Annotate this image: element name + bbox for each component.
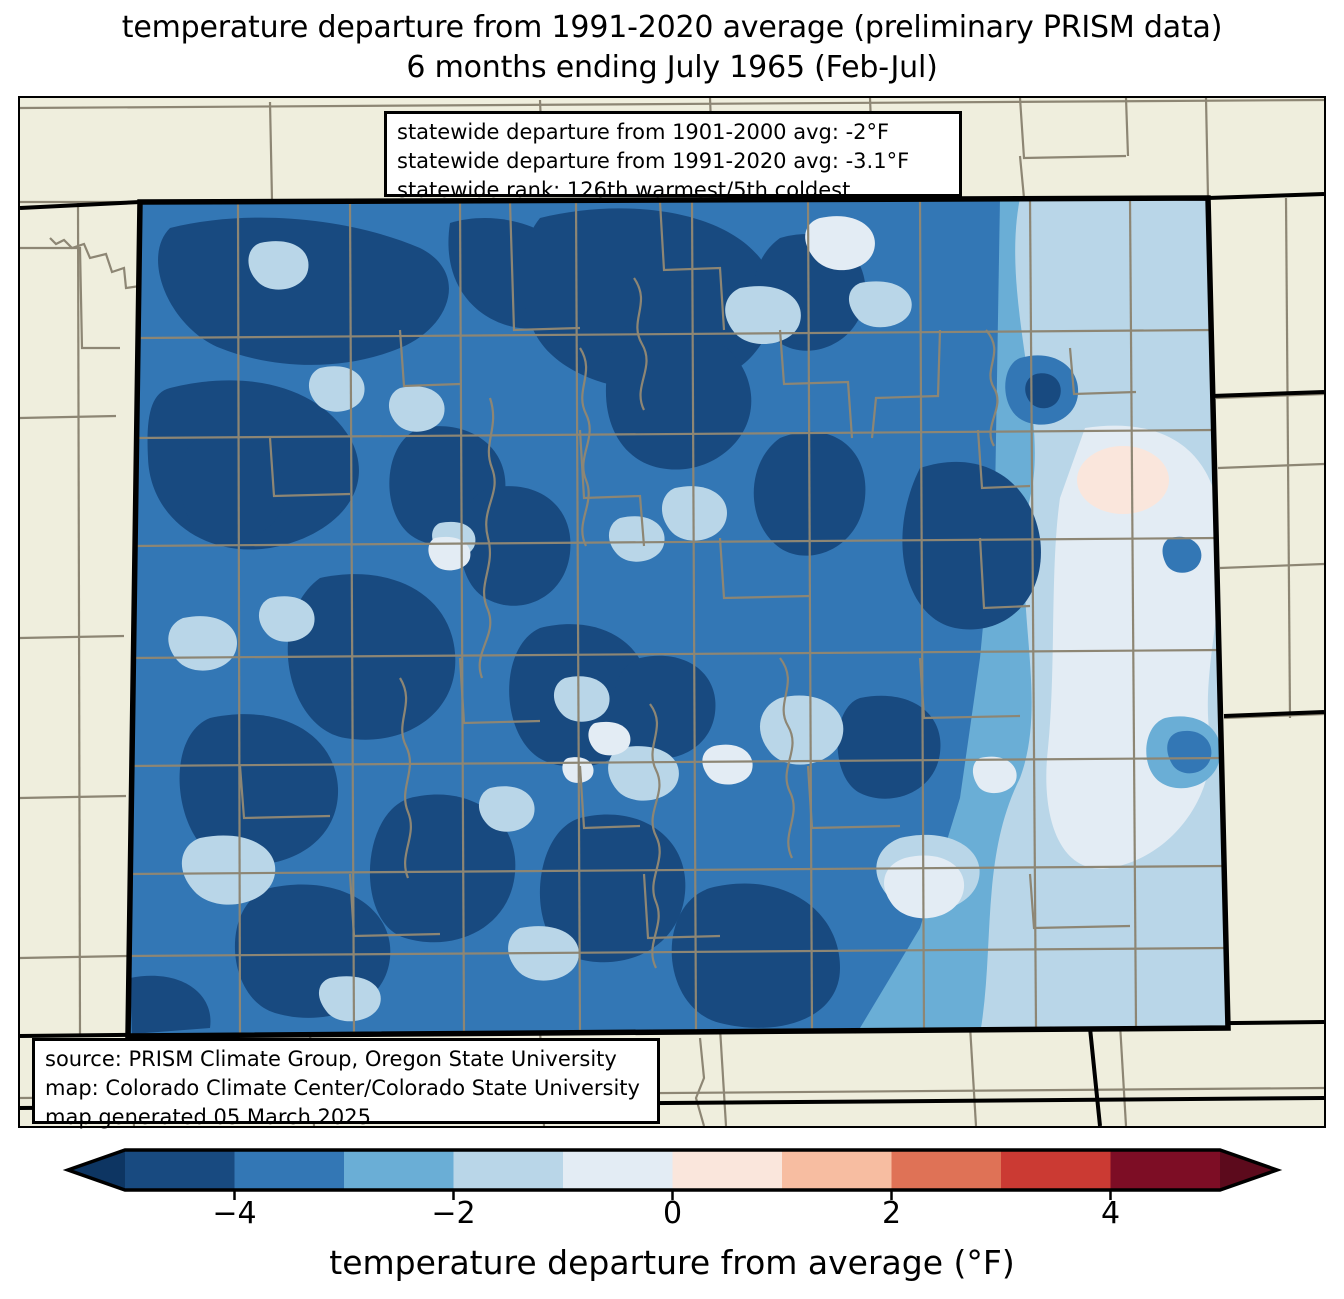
colorbar-band-4: [563, 1150, 674, 1190]
colorbar-band-5: [672, 1150, 783, 1190]
colorbar-band-9: [1110, 1150, 1221, 1190]
colorbar-tick-labels: −4 −2 0 2 4: [0, 1196, 1344, 1238]
source-line-1: source: PRISM Climate Group, Oregon Stat…: [45, 1047, 617, 1071]
contour-spot-southeast-cold-core: [1167, 730, 1212, 774]
colorbar-tick-label-2: 0: [662, 1196, 683, 1231]
colorbar-axis-label: temperature departure from average (°F): [329, 1243, 1015, 1282]
colorbar-band-1: [234, 1150, 345, 1190]
source-line-2: map: Colorado Climate Center/Colorado St…: [45, 1076, 640, 1100]
colorbar: [0, 1142, 1344, 1202]
colorbar-band-2: [344, 1150, 455, 1190]
contour-band-0-1-warm-cell: [1077, 446, 1169, 514]
colorbar-over-arrow: [1220, 1150, 1277, 1190]
contour-spot-east-mid: [1162, 536, 1202, 573]
colorbar-band-0: [125, 1150, 236, 1190]
basemap-layer: [20, 98, 1324, 1126]
map-frame: [18, 96, 1326, 1128]
colorbar-svg: [62, 1148, 1283, 1200]
colorado-state-border: [125, 195, 1231, 1039]
stat-line-3: statewide rank: 126th warmest/5th coldes…: [397, 178, 851, 202]
colorbar-bands: [68, 1150, 1277, 1190]
colorbar-tick-label-1: −2: [431, 1196, 476, 1231]
page-title: temperature departure from 1991-2020 ave…: [0, 8, 1344, 88]
stat-line-2: statewide departure from 1991-2020 avg: …: [397, 149, 910, 173]
colorbar-band-6: [782, 1150, 893, 1190]
source-credits-box: source: PRISM Climate Group, Oregon Stat…: [32, 1038, 660, 1129]
colorbar-tick-label-0: −4: [212, 1196, 257, 1231]
colorbar-band-7: [891, 1150, 1002, 1190]
contour-spot-east-cold-core: [1025, 373, 1061, 409]
colorado-county-lines: [128, 198, 1228, 1036]
statewide-stats-box: statewide departure from 1901-2000 avg: …: [384, 111, 962, 202]
colorbar-tick-label-4: 4: [1100, 1196, 1121, 1231]
source-line-3: map generated 05 March 2025: [45, 1105, 372, 1129]
colorbar-tick-marks: [125, 1188, 1220, 1200]
title-line-2: 6 months ending July 1965 (Feb-Jul): [406, 50, 938, 85]
colorbar-under-arrow: [68, 1150, 125, 1190]
colorado-temperature-departure-map: [20, 98, 1324, 1126]
colorbar-band-8: [1001, 1150, 1112, 1190]
contour-fill-layer: [128, 198, 1228, 1036]
title-line-1: temperature departure from 1991-2020 ave…: [121, 10, 1223, 45]
colorbar-tick-label-3: 2: [881, 1196, 902, 1231]
stat-line-1: statewide departure from 1901-2000 avg: …: [397, 120, 890, 144]
colorbar-band-3: [453, 1150, 564, 1190]
